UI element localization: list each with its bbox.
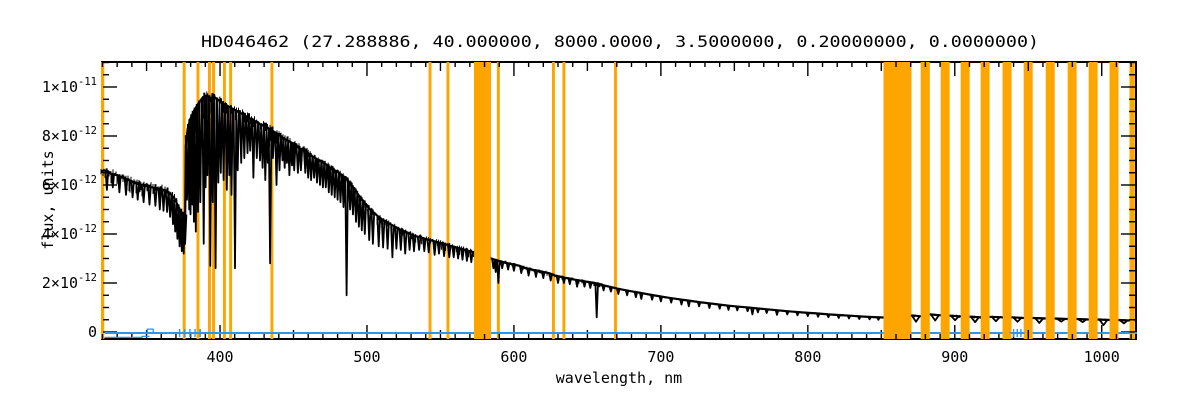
error-plus-marker	[1016, 328, 1025, 337]
masked-band	[473, 62, 492, 339]
y-tick-label: 8×10-12	[42, 125, 97, 145]
masked-band	[1129, 62, 1135, 339]
masked-band	[920, 62, 930, 339]
masked-band	[101, 62, 105, 339]
masked-band	[270, 62, 274, 339]
masked-band	[614, 62, 617, 339]
masked-band	[182, 62, 186, 339]
masked-band	[1023, 62, 1033, 339]
masked-band	[940, 62, 950, 339]
masked-band	[980, 62, 990, 339]
masked-band	[551, 62, 555, 339]
error-plus-marker	[196, 328, 205, 337]
x-tick-label: 1000	[1084, 348, 1120, 366]
y-tick-label: 4×10-12	[42, 223, 97, 243]
x-tick-label: 600	[500, 348, 527, 366]
x-tick-label: 400	[206, 348, 233, 366]
masked-band	[229, 62, 233, 339]
axis-tick-labels: 400 500 600 700 800 900 1000 0 2×10-12 4×10-12 6×1…	[42, 76, 1120, 366]
x-tick-label: 900	[941, 348, 968, 366]
x-tick-label: 700	[647, 348, 674, 366]
x-axis-label: wavelength, nm	[556, 369, 682, 387]
error-line-secondary	[104, 335, 150, 339]
x-tick-label: 800	[794, 348, 821, 366]
y-axis-label: flux, units	[39, 150, 57, 249]
masked-band	[222, 62, 226, 339]
masked-band	[1067, 62, 1077, 339]
x-tick-label: 500	[353, 348, 380, 366]
y-tick-label: 1×10-11	[42, 76, 97, 96]
absorption-lines	[104, 95, 1129, 326]
y-tick-label: 2×10-12	[42, 272, 97, 292]
masked-band	[562, 62, 566, 339]
masked-band	[960, 62, 970, 339]
masked-band	[428, 62, 432, 339]
masked-band	[1109, 62, 1119, 339]
y-tick-label: 0	[88, 323, 97, 341]
plot-title: HD046462 (27.288886, 40.000000, 8000.000…	[201, 32, 1039, 51]
masked-band	[883, 62, 912, 339]
masked-band	[1088, 62, 1098, 339]
masked-band	[446, 62, 450, 339]
y-tick-label: 6×10-12	[42, 174, 97, 194]
spectrum-layer	[100, 91, 1137, 326]
masked-band	[1002, 62, 1012, 339]
error-spectrum-layer	[104, 328, 1137, 339]
masked-band	[496, 62, 500, 339]
masked-band	[1045, 62, 1055, 339]
error-line-blip	[146, 328, 154, 333]
axis-ticks-layer	[101, 61, 1135, 339]
